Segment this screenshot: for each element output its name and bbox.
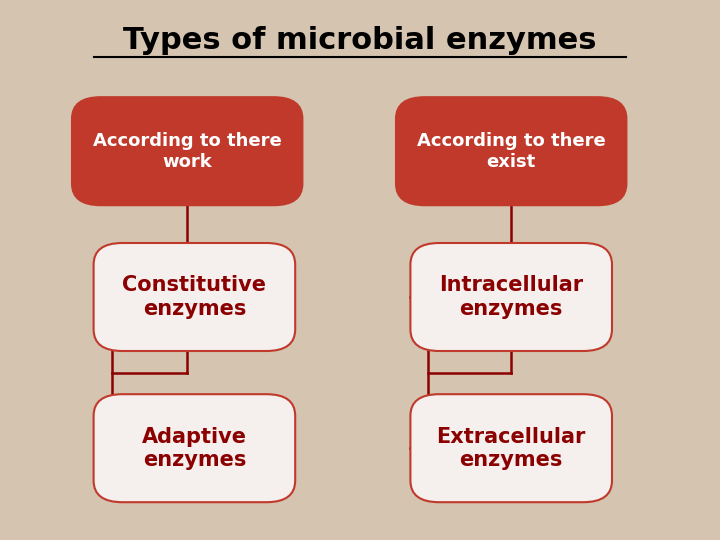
Text: Intracellular
enzymes: Intracellular enzymes: [439, 275, 583, 319]
Text: Extracellular
enzymes: Extracellular enzymes: [436, 427, 586, 470]
Text: Constitutive
enzymes: Constitutive enzymes: [122, 275, 266, 319]
FancyBboxPatch shape: [410, 243, 612, 351]
Text: According to there
work: According to there work: [93, 132, 282, 171]
Text: Adaptive
enzymes: Adaptive enzymes: [142, 427, 247, 470]
Text: According to there
exist: According to there exist: [417, 132, 606, 171]
FancyBboxPatch shape: [410, 394, 612, 502]
FancyBboxPatch shape: [94, 243, 295, 351]
FancyBboxPatch shape: [72, 97, 302, 205]
FancyBboxPatch shape: [396, 97, 626, 205]
FancyBboxPatch shape: [94, 394, 295, 502]
Text: Types of microbial enzymes: Types of microbial enzymes: [123, 26, 597, 55]
